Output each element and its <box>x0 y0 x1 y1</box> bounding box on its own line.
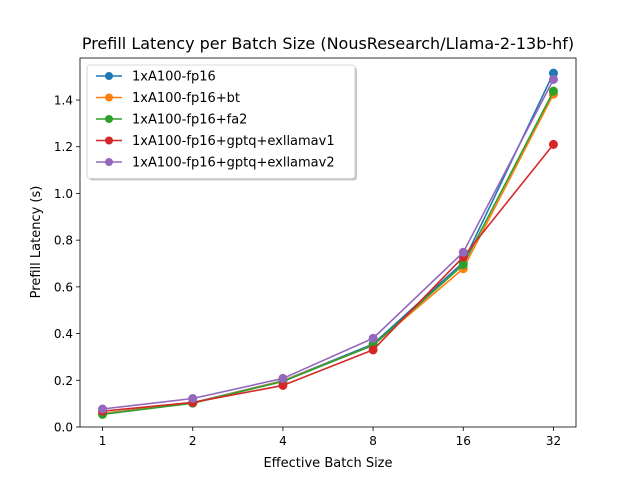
legend-item: 1xA100-fp16+bt <box>96 91 240 106</box>
data-point <box>458 247 468 257</box>
series-line <box>102 90 555 416</box>
y-tick-label: 1.4 <box>54 94 73 108</box>
legend-item: 1xA100-fp16+fa2 <box>96 113 247 128</box>
legend-item: 1xA100-fp16 <box>96 70 216 85</box>
series-line <box>102 143 555 412</box>
data-point <box>368 345 378 355</box>
data-point <box>548 74 558 84</box>
x-tick-label: 16 <box>456 434 471 448</box>
x-axis-label: Effective Batch Size <box>263 456 392 471</box>
legend: 1xA100-fp16 1xA100-fp16+bt 1xA100-fp16+fa2… <box>86 64 357 181</box>
data-point <box>548 86 558 96</box>
data-point <box>368 333 378 343</box>
data-point <box>278 373 288 383</box>
y-tick-label: 0.6 <box>54 280 73 294</box>
y-tick-label: 1.0 <box>54 187 73 201</box>
plot-area: 1 2 4 8 16 32 0.0 0.2 0.4 0.6 0.8 1.0 1.2 1.4 <box>54 57 577 448</box>
legend-label: 1xA100-fp16+gptq+exllamav1 <box>132 134 335 149</box>
legend-label: 1xA100-fp16+bt <box>132 91 240 106</box>
axes-frame <box>79 57 577 428</box>
data-point <box>548 139 558 149</box>
legend-marker <box>105 136 113 145</box>
chart-title: Prefill Latency per Batch Size (NousRese… <box>82 34 574 53</box>
data-point <box>458 260 468 270</box>
y-axis-label: Prefill Latency (s) <box>29 186 44 299</box>
legend-label: 1xA100-fp16+gptq+exllamav2 <box>132 156 335 171</box>
x-tick-label: 2 <box>189 434 197 448</box>
legend-marker <box>105 93 113 102</box>
x-tick-label: 32 <box>546 434 561 448</box>
data-point <box>188 394 198 404</box>
x-tick-label: 4 <box>279 434 287 448</box>
y-tick-label: 0.4 <box>54 327 73 341</box>
x-tick-label: 8 <box>369 434 377 448</box>
legend-marker <box>105 158 113 166</box>
legend-box <box>86 64 356 179</box>
data-point <box>98 404 108 414</box>
legend-label: 1xA100-fp16 <box>132 70 216 85</box>
series-line <box>102 79 555 410</box>
y-tick-label: 0.8 <box>54 234 73 248</box>
legend-marker <box>105 72 113 80</box>
y-tick-label: 0.0 <box>54 421 73 435</box>
legend-marker <box>105 115 113 123</box>
legend-item: 1xA100-fp16+gptq+exllamav1 <box>96 134 335 149</box>
series-5 <box>98 74 558 414</box>
y-tick-label: 1.2 <box>54 140 73 154</box>
x-tick-label: 1 <box>99 434 107 448</box>
legend-label: 1xA100-fp16+fa2 <box>132 113 247 128</box>
legend-item: 1xA100-fp16+gptq+exllamav2 <box>96 156 335 171</box>
y-tick-label: 0.2 <box>54 374 73 388</box>
